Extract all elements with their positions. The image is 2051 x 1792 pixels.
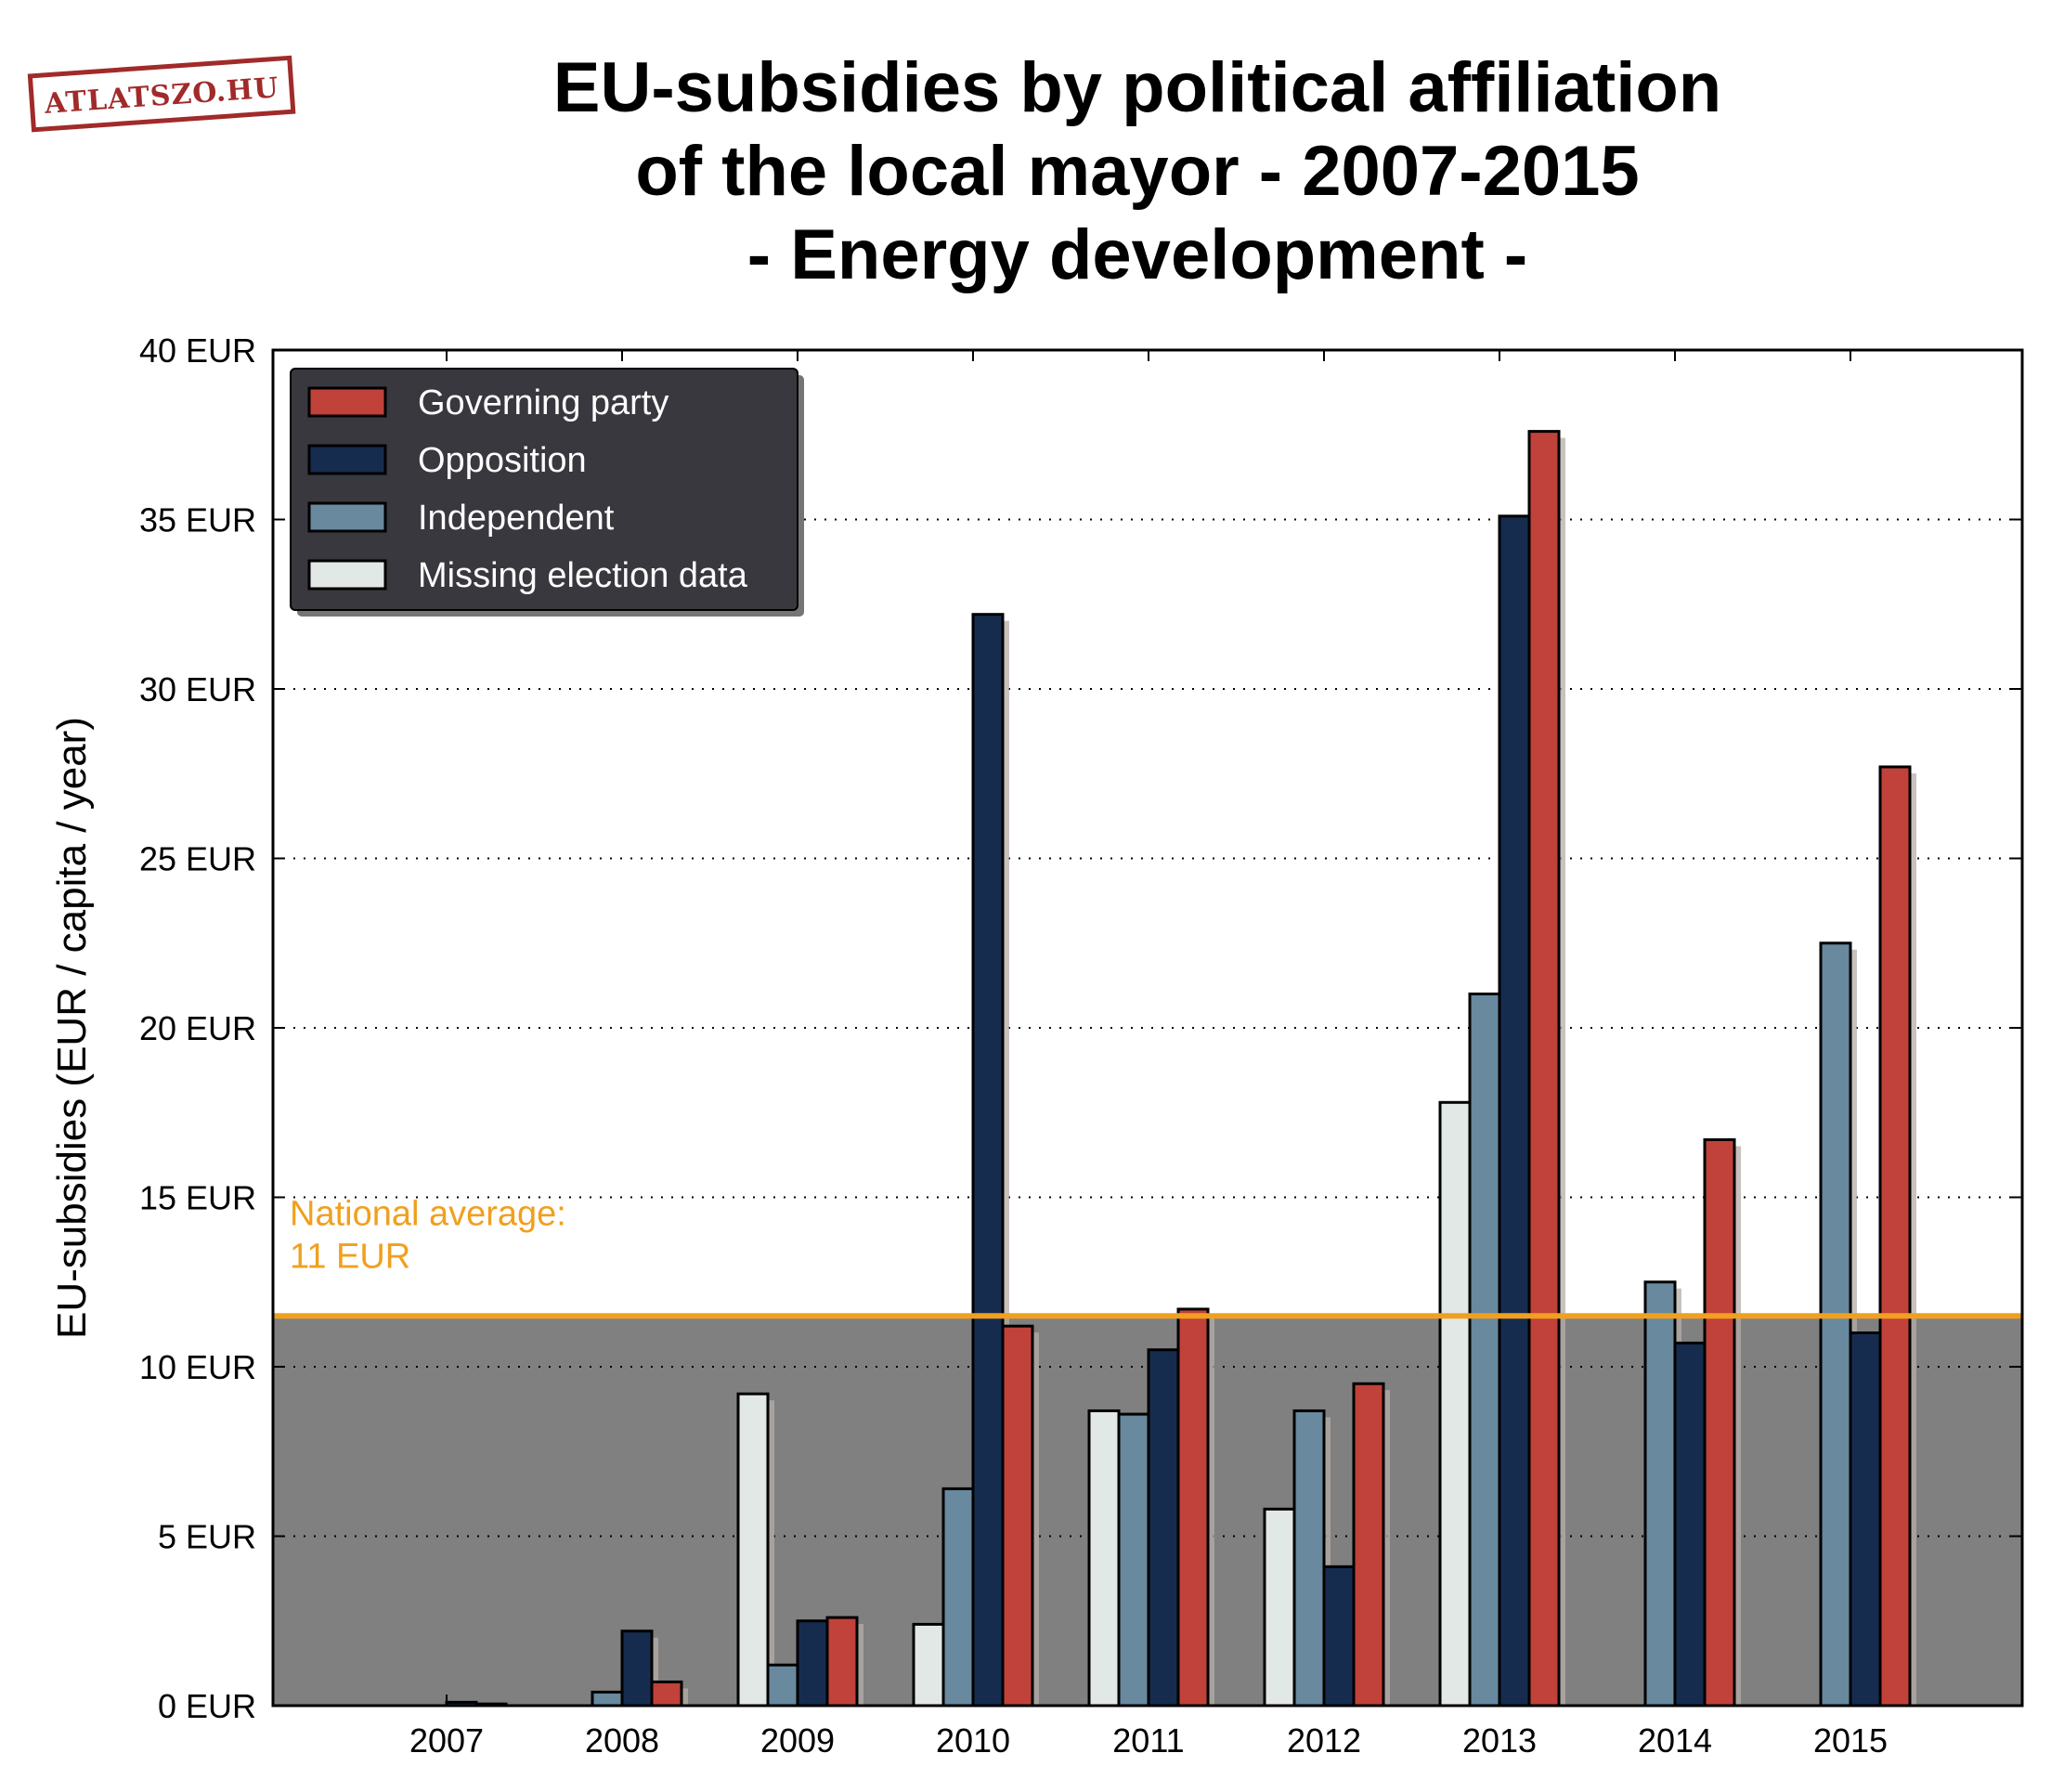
axis-ticks: 0 EUR 5 EUR 10 EUR 15 EUR 20 EUR 25 EUR 30 EUR… xyxy=(139,331,2022,1760)
y-axis-label: EU-subsidies (EUR / capita / year) xyxy=(49,717,95,1339)
bar-missing-election-data-2009 xyxy=(736,1392,770,1708)
legend-swatch-governing-party xyxy=(307,386,387,418)
atlatszo-logo: ATLATSZO.HU xyxy=(27,55,296,133)
x-tick-label-2008: 2008 xyxy=(585,1721,659,1760)
bars xyxy=(445,430,1916,1708)
legend: Governing party Opposition Independent Miss… xyxy=(290,368,804,617)
x-tick-label-2014: 2014 xyxy=(1638,1721,1712,1760)
legend-swatch-missing-election-data xyxy=(307,559,387,591)
bar-opposition-2008 xyxy=(620,1630,654,1708)
y-tick-label: 35 EUR xyxy=(139,501,256,539)
y-tick-label: 30 EUR xyxy=(139,670,256,708)
bar-independent-2011 xyxy=(1117,1412,1150,1708)
y-tick-label: 0 EUR xyxy=(158,1687,256,1725)
legend-label-independent: Independent xyxy=(418,499,615,538)
bar-governing-party-2011 xyxy=(1176,1307,1210,1708)
x-tick-label-2013: 2013 xyxy=(1462,1721,1537,1760)
bar-independent-2009 xyxy=(766,1663,799,1708)
bar-independent-2015 xyxy=(1819,941,1852,1708)
legend-label-opposition: Opposition xyxy=(418,441,587,480)
legend-swatch-opposition xyxy=(307,444,387,475)
y-tick-label: 20 EUR xyxy=(139,1009,256,1047)
y-tick-label: 10 EUR xyxy=(139,1348,256,1386)
y-tick-label: 15 EUR xyxy=(139,1179,256,1217)
national-average-value: 11 EUR xyxy=(290,1237,410,1276)
bar-governing-party-2013 xyxy=(1527,430,1561,1708)
bar-opposition-2013 xyxy=(1498,514,1531,1708)
bar-governing-party-2008 xyxy=(650,1680,683,1708)
legend-box xyxy=(290,368,798,611)
bar-missing-election-data-2013 xyxy=(1438,1100,1472,1708)
bar-independent-2012 xyxy=(1292,1409,1326,1708)
legend-label-governing-party: Governing party xyxy=(418,383,669,422)
x-tick-label-2009: 2009 xyxy=(760,1721,835,1760)
y-tick-label: 25 EUR xyxy=(139,840,256,878)
bar-governing-party-2012 xyxy=(1352,1382,1385,1708)
national-average-label: National average: xyxy=(290,1194,566,1233)
x-tick-label-2012: 2012 xyxy=(1287,1721,1361,1760)
y-tick-label: 5 EUR xyxy=(158,1518,256,1556)
y-tick-label: 40 EUR xyxy=(139,331,256,370)
bar-governing-party-2010 xyxy=(1001,1324,1034,1708)
legend-label-missing-election-data: Missing election data xyxy=(418,556,748,595)
bar-missing-election-data-2010 xyxy=(912,1622,945,1708)
bar-opposition-2009 xyxy=(796,1619,829,1708)
chart-title-line-1: EU-subsidies by political affiliation xyxy=(553,48,1721,127)
bar-opposition-2011 xyxy=(1147,1348,1180,1708)
chart-title-line-2: of the local mayor - 2007-2015 xyxy=(635,132,1639,211)
bar-independent-2010 xyxy=(941,1487,975,1708)
bar-opposition-2015 xyxy=(1849,1331,1882,1708)
x-tick-label-2007: 2007 xyxy=(409,1721,484,1760)
bar-independent-2013 xyxy=(1468,993,1501,1708)
bar-opposition-2014 xyxy=(1673,1341,1707,1708)
bar-opposition-2010 xyxy=(971,613,1005,1708)
legend-swatch-independent xyxy=(307,501,387,533)
bar-governing-party-2009 xyxy=(825,1616,859,1708)
chart-title-line-3: - Energy development - xyxy=(747,215,1527,294)
x-tick-label-2011: 2011 xyxy=(1112,1721,1184,1760)
bar-governing-party-2014 xyxy=(1703,1137,1736,1708)
logo-frame xyxy=(27,55,296,133)
bar-governing-party-2015 xyxy=(1878,765,1912,1708)
x-tick-label-2015: 2015 xyxy=(1813,1721,1888,1760)
legend-items: Governing party Opposition Independent Miss… xyxy=(307,383,748,595)
bar-independent-2008 xyxy=(591,1690,624,1708)
bar-missing-election-data-2012 xyxy=(1263,1507,1296,1708)
bar-independent-2014 xyxy=(1643,1280,1677,1708)
bar-missing-election-data-2011 xyxy=(1087,1409,1121,1708)
x-tick-label-2010: 2010 xyxy=(936,1721,1010,1760)
bar-opposition-2012 xyxy=(1322,1565,1356,1708)
